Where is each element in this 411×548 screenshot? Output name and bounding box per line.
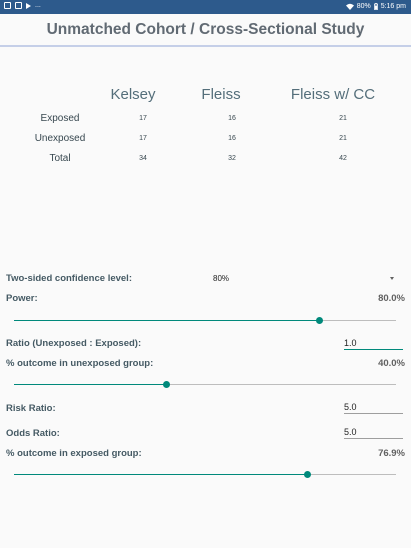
- slider-fill: [14, 474, 308, 475]
- ratio-input[interactable]: 1.0: [344, 336, 403, 350]
- cell-unexposed-fleiss-cc: 21: [339, 135, 347, 142]
- slider-thumb[interactable]: [304, 471, 312, 478]
- gallery-icon: [4, 2, 11, 9]
- status-overflow: ...: [35, 2, 41, 9]
- confidence-level-value: 80%: [213, 274, 230, 283]
- ratio-input-value: 1.0: [344, 338, 357, 348]
- risk-ratio-input[interactable]: 5.0: [344, 400, 403, 414]
- app-header: Unmatched Cohort / Cross-Sectional Study: [0, 14, 411, 47]
- cell-exposed-kelsey: 17: [139, 115, 147, 122]
- power-label: Power:: [6, 293, 38, 304]
- slider-thumb[interactable]: [163, 381, 171, 388]
- ratio-label: Ratio (Unexposed : Exposed):: [6, 338, 142, 349]
- column-header-fleiss-cc: Fleiss w/ CC: [290, 86, 376, 103]
- outcome-exposed-slider[interactable]: [14, 469, 396, 481]
- cell-total-fleiss: 32: [228, 155, 236, 162]
- slider-fill: [14, 384, 167, 385]
- cell-total-kelsey: 34: [139, 155, 147, 162]
- dropdown-arrow-icon: [390, 277, 394, 280]
- cell-exposed-fleiss: 16: [228, 115, 236, 122]
- odds-ratio-input-value: 5.0: [344, 427, 357, 437]
- slider-thumb[interactable]: [316, 317, 324, 324]
- cell-unexposed-fleiss: 16: [228, 135, 236, 142]
- status-bar-left: ...: [4, 2, 41, 9]
- risk-ratio-input-value: 5.0: [344, 402, 357, 412]
- status-bar-right: 80% 5:16 pm: [345, 3, 406, 10]
- row-label-unexposed: Unexposed: [34, 133, 86, 144]
- battery-percent: 80%: [356, 3, 371, 10]
- column-header-fleiss: Fleiss: [201, 86, 241, 103]
- cell-unexposed-kelsey: 17: [139, 135, 147, 142]
- outcome-unexposed-slider[interactable]: [14, 379, 396, 391]
- row-label-total: Total: [49, 153, 71, 164]
- wifi-icon: [345, 3, 354, 10]
- outcome-exposed-value: 76.9%: [378, 448, 405, 459]
- clock: 5:16 pm: [380, 3, 406, 10]
- odds-ratio-input[interactable]: 5.0: [344, 425, 403, 439]
- image-icon: [15, 2, 22, 9]
- outcome-unexposed-label: % outcome in unexposed group:: [6, 358, 154, 369]
- confidence-level-select[interactable]: 80%: [205, 268, 405, 286]
- page-title: Unmatched Cohort / Cross-Sectional Study: [46, 21, 365, 38]
- cell-total-fleiss-cc: 42: [339, 155, 347, 162]
- cell-exposed-fleiss-cc: 21: [339, 115, 347, 122]
- outcome-unexposed-value: 40.0%: [378, 358, 405, 369]
- slider-track: [14, 384, 396, 385]
- confidence-level-label: Two-sided confidence level:: [6, 273, 132, 284]
- slider-fill: [14, 320, 320, 321]
- outcome-exposed-label: % outcome in exposed group:: [6, 448, 142, 459]
- row-label-exposed: Exposed: [40, 113, 80, 124]
- power-value: 80.0%: [378, 293, 405, 304]
- power-slider[interactable]: [14, 315, 396, 327]
- column-header-kelsey: Kelsey: [110, 86, 156, 103]
- risk-ratio-label: Risk Ratio:: [6, 403, 56, 414]
- play-store-icon: [26, 2, 31, 9]
- status-bar: ... 80% 5:16 pm: [0, 0, 411, 14]
- odds-ratio-label: Odds Ratio:: [6, 428, 60, 439]
- battery-icon: [373, 3, 378, 10]
